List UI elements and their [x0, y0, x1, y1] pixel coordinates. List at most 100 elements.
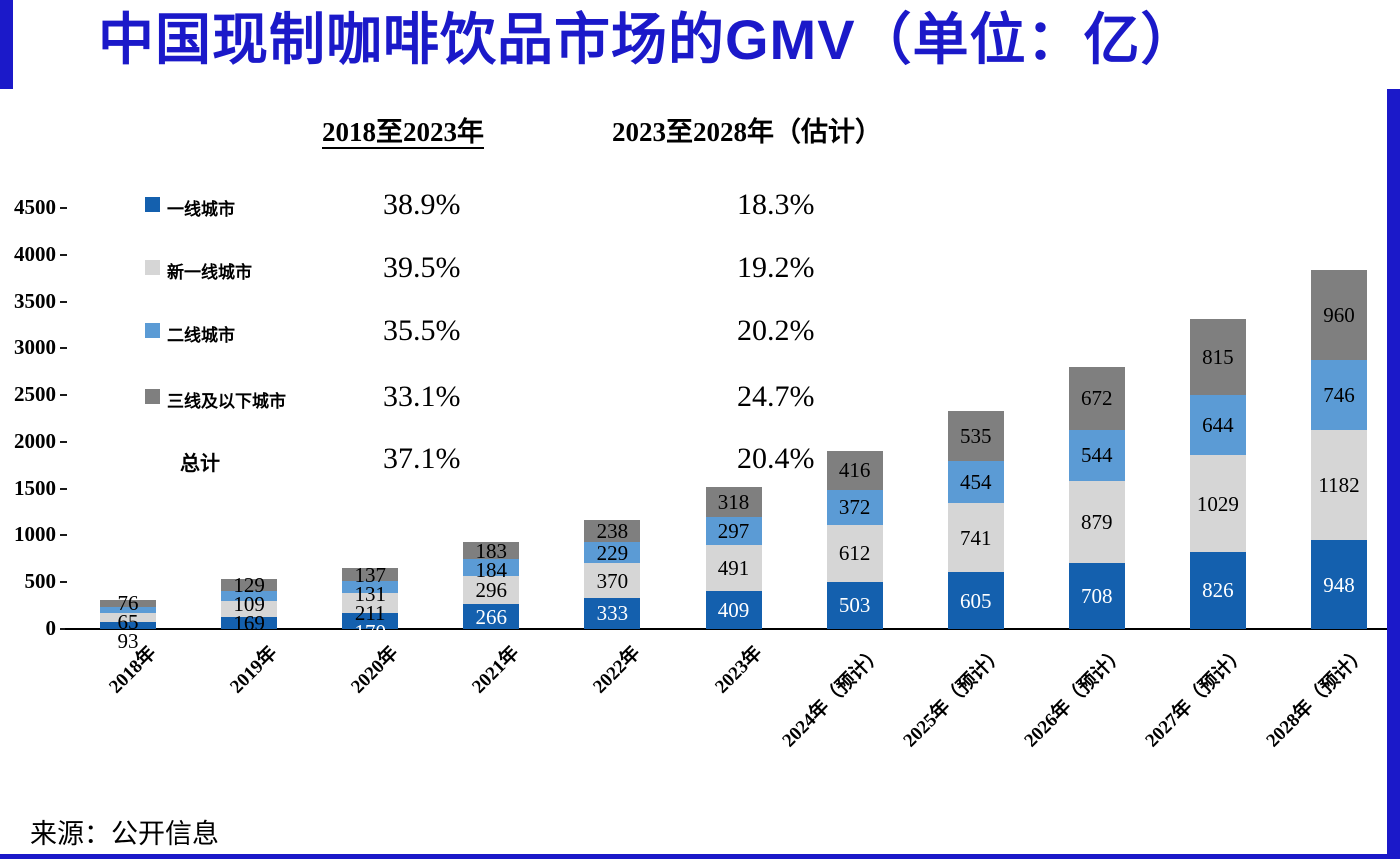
- bar-value-label: 129: [233, 572, 265, 597]
- bar-segment: [584, 519, 641, 542]
- y-axis-tick: [60, 300, 67, 303]
- legend-label: 三线及以下城市: [167, 392, 286, 411]
- bar-segment: [1068, 562, 1125, 629]
- bar-value-label: 612: [838, 541, 871, 566]
- bar-segment: [947, 572, 1004, 629]
- y-axis-label: 0: [45, 616, 57, 640]
- bar-segment: [1189, 551, 1246, 629]
- cagr-value: 18.3%: [737, 188, 815, 221]
- bar-value-label: 131: [354, 581, 386, 606]
- bar-segment: [463, 559, 520, 577]
- bar-value-label: 644: [1202, 413, 1234, 438]
- legend-row-tier3: 三线及以下城市 33.1% 24.7%: [0, 380, 900, 424]
- y-axis-tick: [60, 347, 67, 350]
- y-axis-label: 4000: [14, 241, 56, 266]
- right-accent-stripe: [1387, 89, 1400, 859]
- bar-segment: [1311, 270, 1367, 360]
- bar-segment: [947, 410, 1004, 461]
- bar-value-label: 79: [117, 648, 139, 673]
- bar-segment: [221, 616, 278, 629]
- legend-label: 二线城市: [167, 326, 235, 345]
- bar-value-label: 535: [959, 423, 992, 448]
- cagr-value: 20.2%: [737, 314, 815, 347]
- bar-segment: [826, 450, 883, 490]
- bar-segment: [1068, 429, 1125, 481]
- y-axis-tick: [60, 394, 67, 397]
- bar-value-label: 109: [233, 591, 265, 616]
- y-axis-label: 4500: [14, 195, 56, 219]
- cagr-value: 19.2%: [737, 251, 815, 284]
- bar-value-label: 503: [838, 593, 871, 618]
- bar-segment: [221, 578, 278, 591]
- y-axis-label: 3500: [14, 288, 56, 313]
- bar-value-label: 184: [475, 557, 508, 582]
- bar-value-label: 76: [117, 591, 139, 616]
- bottom-accent-line: [0, 854, 1400, 859]
- tier1-swatch: [145, 197, 160, 212]
- y-axis-label: 2000: [14, 428, 56, 453]
- bar-value-label: 266: [475, 604, 508, 629]
- bar-segment: [100, 612, 156, 622]
- bar-segment: [826, 581, 883, 629]
- cagr-value: 33.1%: [383, 380, 461, 413]
- bar-value-label: 318: [717, 490, 750, 515]
- y-axis-label: 2500: [14, 382, 56, 407]
- y-axis-tick: [60, 440, 67, 443]
- total-row: 总计 37.1% 20.4%: [0, 442, 900, 486]
- bar-segment: [100, 599, 156, 607]
- bar-segment: [221, 600, 278, 617]
- bar-value-label: 93: [117, 629, 139, 654]
- bar-value-label: 333: [596, 601, 629, 626]
- bar-segment: [584, 541, 641, 564]
- y-axis-tick: [60, 487, 67, 490]
- bar-value-label: 948: [1323, 572, 1355, 597]
- bar-value-label: 238: [596, 518, 629, 543]
- bar-segment: [1311, 540, 1367, 629]
- bar-segment: [1068, 366, 1125, 430]
- bar-value-label: 211: [354, 600, 386, 625]
- y-axis-tick: [60, 628, 67, 630]
- bar-segment: [1189, 318, 1246, 396]
- bar-segment: [342, 568, 399, 582]
- bar-value-label: 605: [959, 588, 992, 613]
- y-axis-label: 1500: [14, 475, 56, 500]
- bar-value-label: 170: [354, 619, 386, 644]
- cagr-value: 35.5%: [383, 314, 461, 347]
- bar-value-label: 296: [475, 578, 508, 603]
- bar-segment: [826, 489, 883, 525]
- bar-value-label: 815: [1202, 345, 1234, 370]
- bar-value-label: 1182: [1318, 473, 1360, 498]
- cagr-value: 20.4%: [737, 442, 815, 475]
- bar-segment: [100, 621, 156, 629]
- bar-segment: [342, 593, 399, 614]
- bar-segment: [221, 590, 278, 601]
- bar-segment: [705, 487, 762, 517]
- y-axis-label: 500: [24, 569, 57, 594]
- bar-value-label: 297: [717, 518, 750, 543]
- legend-row-new-tier1: 新一线城市 39.5% 19.2%: [0, 251, 900, 295]
- bar-value-label: 416: [838, 458, 871, 483]
- period-header-2018-2023: 2018至2023年: [322, 117, 484, 147]
- tier2-swatch: [145, 323, 160, 338]
- bar-value-label: 741: [959, 525, 992, 550]
- bar-segment: [463, 576, 520, 605]
- bar-segment: [463, 542, 520, 560]
- new-tier1-swatch: [145, 260, 160, 275]
- bar-value-label: 491: [717, 555, 750, 580]
- bar-value-label: 132: [233, 629, 265, 654]
- cagr-value: 37.1%: [383, 442, 461, 475]
- bar-value-label: 409: [717, 597, 750, 622]
- y-axis-tick: [60, 207, 67, 209]
- bar-segment: [584, 563, 641, 598]
- bar-segment: [1068, 480, 1125, 563]
- x-axis-line: [65, 628, 1397, 630]
- bar-value-label: 169: [233, 610, 265, 635]
- bar-value-label: 960: [1323, 303, 1355, 328]
- bar-value-label: 879: [1081, 509, 1113, 534]
- total-label: 总计: [180, 453, 220, 475]
- y-axis-tick: [60, 253, 67, 256]
- x-axis-label: 2028年（预计）: [1262, 642, 1372, 752]
- legend-row-tier2: 二线城市 35.5% 20.2%: [0, 314, 900, 358]
- x-axis-label: 2022年: [589, 642, 645, 698]
